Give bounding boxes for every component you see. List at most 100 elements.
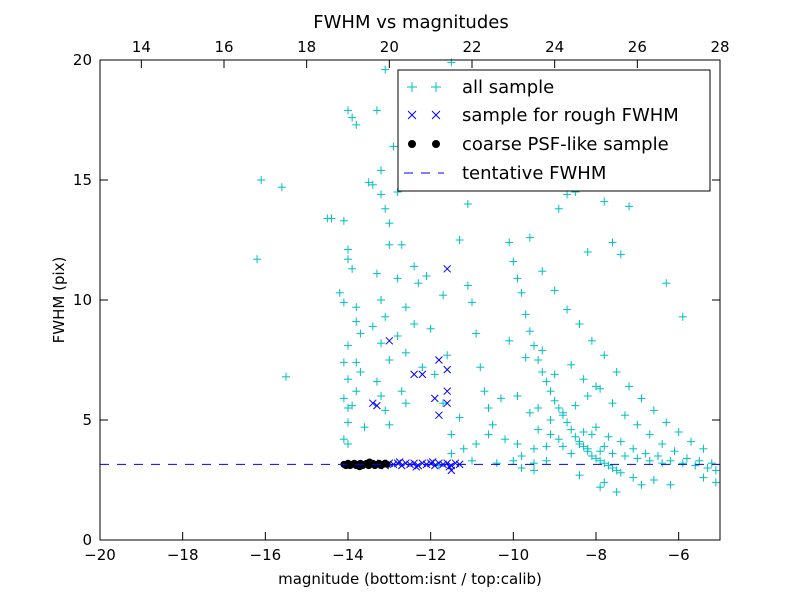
all-sample-point (691, 461, 700, 470)
all-sample-point (711, 466, 720, 475)
all-sample-point (637, 394, 646, 403)
rough-fwhm-point (393, 459, 402, 468)
all-sample-point (554, 204, 563, 213)
all-sample-point (509, 456, 518, 465)
all-sample-point (645, 456, 654, 465)
all-sample-point (558, 442, 567, 451)
all-sample-point (525, 408, 534, 417)
all-sample-point (410, 262, 419, 271)
all-sample-point (414, 279, 423, 288)
all-sample-point (372, 106, 381, 115)
all-sample-point (550, 396, 559, 405)
all-sample-point (600, 197, 609, 206)
all-sample-point (393, 274, 402, 283)
all-sample-point (430, 370, 439, 379)
all-sample-point (505, 336, 514, 345)
all-sample-point (612, 368, 621, 376)
all-sample-point (563, 305, 572, 314)
all-sample-point (339, 435, 348, 444)
all-sample-point (517, 464, 526, 472)
all-sample-point (377, 166, 386, 175)
all-sample-point (488, 420, 497, 429)
all-sample-point (513, 392, 522, 400)
all-sample-point (711, 478, 720, 487)
all-sample-point (550, 370, 559, 379)
y-tick-label: 15 (73, 171, 92, 189)
all-sample-point (670, 447, 679, 456)
all-sample-point (443, 351, 452, 360)
all-sample-point (583, 248, 592, 256)
rough-fwhm-point (435, 356, 443, 364)
all-sample-point (563, 190, 572, 199)
all-sample-point (282, 372, 290, 381)
legend-box (397, 69, 711, 192)
all-sample-point (600, 351, 609, 360)
all-sample-point (352, 387, 361, 396)
chart-title: FWHM vs magnitudes (313, 12, 508, 33)
all-sample-point (513, 440, 522, 448)
all-sample-point (558, 408, 567, 417)
rough-fwhm-point (443, 399, 452, 408)
all-sample-point (348, 113, 357, 122)
all-sample-point (525, 327, 534, 336)
legend-marker-rough-fwhm (407, 110, 441, 120)
all-sample-point (509, 257, 518, 266)
rough-fwhm-point (430, 394, 439, 403)
all-sample-point (579, 428, 588, 436)
all-sample-point (530, 466, 538, 475)
psf-like-point (342, 462, 350, 470)
all-sample-point (377, 296, 386, 304)
x-axis-label: magnitude (bottom:isnt / top:calib) (278, 570, 542, 588)
all-sample-point (385, 240, 394, 249)
legend: all sample sample for rough FWHM coarse … (397, 69, 711, 192)
all-sample-point (356, 368, 365, 376)
all-sample-point (563, 418, 572, 427)
all-sample-point (678, 459, 687, 468)
all-sample-point (339, 298, 348, 307)
all-sample-point (496, 394, 505, 403)
all-sample-point (463, 200, 472, 208)
top-x-tick-label: 14 (132, 38, 151, 56)
all-sample-point (678, 312, 687, 321)
rough-fwhm-point (410, 459, 418, 468)
all-sample-point (352, 120, 361, 129)
all-sample-point (596, 456, 605, 465)
all-sample-point (439, 291, 448, 300)
x-tick-label: −6 (668, 546, 690, 564)
all-sample-point (352, 358, 361, 367)
all-sample-point (484, 404, 493, 412)
all-sample-point (348, 401, 357, 410)
legend-label-all-sample: all sample (462, 77, 554, 98)
psf-like-point (383, 460, 391, 468)
all-sample-point (571, 401, 580, 410)
all-sample-point (339, 358, 348, 367)
all-sample-point (397, 387, 406, 396)
all-sample-point (344, 440, 352, 448)
legend-marker-all-sample (407, 82, 441, 92)
all-sample-point (612, 466, 621, 475)
all-sample-point (587, 452, 596, 460)
all-sample-point (455, 236, 464, 244)
all-sample-point (401, 303, 410, 312)
all-sample-point (381, 204, 390, 213)
all-sample-point (455, 413, 464, 422)
all-sample-point (368, 180, 377, 189)
x-tick-label: −18 (167, 546, 199, 564)
all-sample-point (567, 425, 576, 434)
all-sample-point (596, 384, 605, 393)
all-sample-point (600, 459, 609, 468)
all-sample-point (625, 382, 634, 391)
all-sample-point (401, 399, 410, 408)
all-sample-point (633, 420, 642, 429)
all-sample-point (616, 468, 625, 477)
all-sample-point (472, 440, 481, 448)
psf-like-point (365, 458, 373, 466)
y-tick-label: 10 (73, 291, 92, 309)
all-sample-point (381, 312, 390, 321)
all-sample-point (513, 274, 522, 283)
all-sample-point (707, 459, 716, 468)
all-sample-point (505, 238, 514, 247)
all-sample-point (649, 476, 658, 484)
all-sample-point (352, 317, 361, 326)
all-sample-point (604, 461, 613, 470)
